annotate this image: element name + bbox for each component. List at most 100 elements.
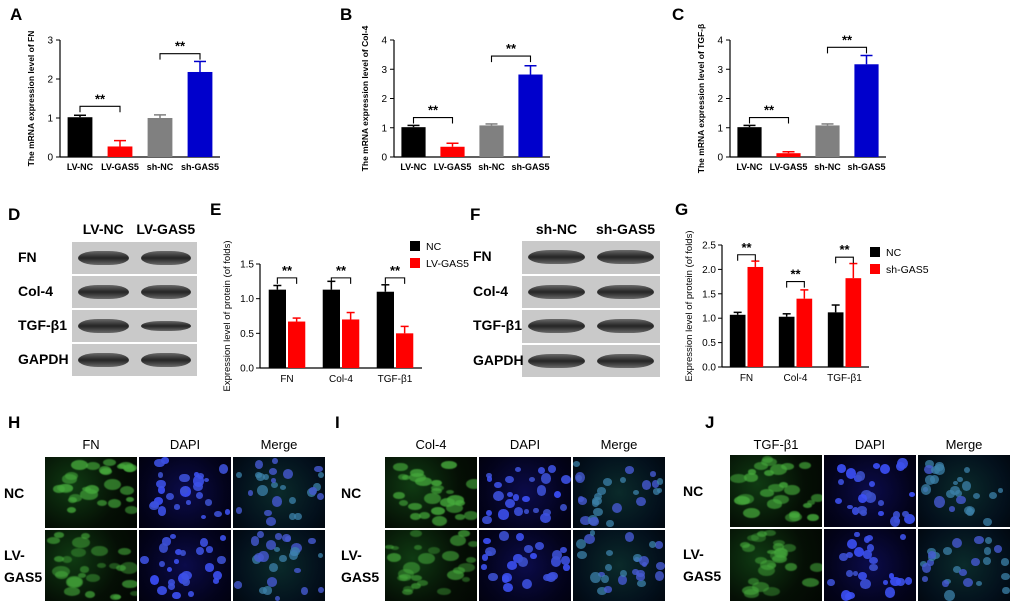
legend-label: NC — [886, 247, 902, 259]
y-axis-label: Expression level of protein (of folds) — [222, 240, 233, 391]
blot-strip — [72, 344, 197, 376]
x-tick-label: FN — [740, 373, 753, 384]
y-tick-label: 0.5 — [702, 338, 716, 349]
significance-label: ** — [282, 263, 293, 278]
chart-B: B 0 1 2 3 4 The mRNA expression level of Col-4… — [340, 5, 550, 172]
blot-band — [78, 285, 129, 299]
panel-letter: E — [210, 200, 221, 219]
bar — [376, 291, 394, 368]
significance-label: ** — [790, 267, 801, 282]
micrograph-blue — [479, 457, 571, 528]
bar — [396, 333, 414, 368]
blot-row-label: Col-4 — [473, 282, 508, 299]
significance-label: ** — [390, 263, 401, 278]
x-tick-label: sh-GAS5 — [511, 162, 549, 172]
y-tick-label: 2 — [381, 94, 387, 105]
x-tick-label: sh-NC — [814, 162, 841, 172]
blot-band — [597, 284, 654, 299]
blot-strip — [522, 344, 660, 377]
chart-E: E 0.0 0.5 1.0 1.5 Expression level of protein… — [210, 200, 469, 392]
bar — [854, 64, 879, 157]
blot-row-label: GAPDH — [473, 351, 524, 368]
y-axis-label: The mRNA expression level of TGF-β — [696, 24, 706, 173]
significance-label: ** — [95, 91, 106, 106]
blot-row-label: FN — [18, 249, 37, 265]
x-tick-label: sh-GAS5 — [181, 162, 219, 172]
chart-A: A 0 1 2 3 The mRNA expression level of FN LV-N… — [10, 5, 220, 172]
significance-label: ** — [842, 32, 853, 47]
x-tick-label: LV-GAS5 — [101, 162, 139, 172]
bar — [827, 312, 844, 367]
micrograph-merge — [573, 457, 665, 528]
legend-swatch — [410, 241, 420, 251]
micrograph-merge — [573, 530, 665, 601]
panel-letter: G — [675, 200, 688, 219]
blot-band — [140, 353, 191, 367]
blot-band — [140, 251, 191, 265]
significance-label: ** — [764, 103, 775, 118]
legend-swatch — [410, 258, 420, 268]
y-tick-label: 0 — [381, 153, 387, 164]
significance-label: ** — [336, 263, 347, 278]
legend-swatch — [870, 264, 880, 274]
significance-bracket — [330, 277, 352, 284]
y-tick-label: 0.5 — [240, 329, 254, 340]
blot-column-label: LV-NC — [82, 221, 124, 237]
x-tick-label: LV-NC — [736, 162, 763, 172]
immuno-column-label: TGF-β1 — [753, 437, 799, 452]
legend-swatch — [870, 247, 880, 257]
y-tick-label: 3 — [381, 65, 387, 76]
immuno-column-label: DAPI — [509, 437, 541, 452]
x-tick-label: sh-NC — [147, 162, 174, 172]
immuno-column-label: FN — [82, 437, 100, 452]
significance-bracket — [748, 116, 790, 124]
micrograph-green — [730, 455, 822, 527]
bar — [747, 266, 764, 367]
bar — [187, 71, 213, 157]
legend-label: NC — [426, 241, 442, 253]
significance-label: ** — [428, 103, 439, 118]
immuno-column-label: DAPI — [854, 437, 886, 452]
blot-column-label: LV-GAS5 — [136, 221, 196, 237]
immuno-H: H FN DAPI Merge NC LV- GAS5 — [0, 405, 335, 601]
immuno-column-label: Merge — [600, 437, 638, 452]
blot-strip — [72, 276, 197, 308]
bar — [815, 125, 840, 157]
immuno-column-label: Col-4 — [415, 437, 447, 452]
micrograph-merge — [918, 455, 1010, 527]
y-tick-label: 1 — [717, 123, 723, 134]
blot-band — [528, 353, 585, 368]
blot-strip — [72, 242, 197, 274]
micrograph-merge — [233, 530, 325, 601]
x-tick-label: sh-GAS5 — [847, 162, 885, 172]
bar — [778, 316, 795, 367]
x-tick-label: LV-NC — [400, 162, 427, 172]
bar — [147, 118, 173, 157]
bar — [776, 153, 801, 157]
y-tick-label: 2 — [717, 94, 723, 105]
panel-letter: I — [335, 413, 340, 432]
bar — [729, 314, 746, 367]
immuno-I: I Col-4 DAPI Merge NC LV- GAS5 — [335, 405, 675, 601]
significance-bracket — [835, 256, 854, 264]
y-tick-label: 3 — [47, 36, 53, 47]
y-tick-label: 0.0 — [702, 363, 716, 374]
micrograph-blue — [139, 530, 231, 601]
significance-bracket — [412, 116, 454, 124]
y-tick-label: 2.5 — [702, 241, 716, 252]
y-tick-label: 4 — [717, 36, 723, 47]
panel-letter: B — [340, 5, 352, 24]
significance-bracket — [826, 46, 868, 54]
blot-band — [597, 319, 654, 334]
immuno-row-label: LV- GAS5 — [683, 546, 722, 584]
micrograph-blue — [139, 457, 231, 528]
blot-column-label: sh-NC — [535, 221, 578, 237]
bar — [401, 127, 426, 157]
y-axis-label: The mRNA expression level of Col-4 — [360, 25, 370, 171]
blot-band — [528, 319, 585, 334]
y-tick-label: 1 — [47, 114, 53, 125]
x-tick-label: FN — [280, 374, 293, 385]
blot-band — [78, 319, 129, 333]
significance-label: ** — [741, 240, 752, 255]
blot-row-label: FN — [473, 248, 492, 265]
